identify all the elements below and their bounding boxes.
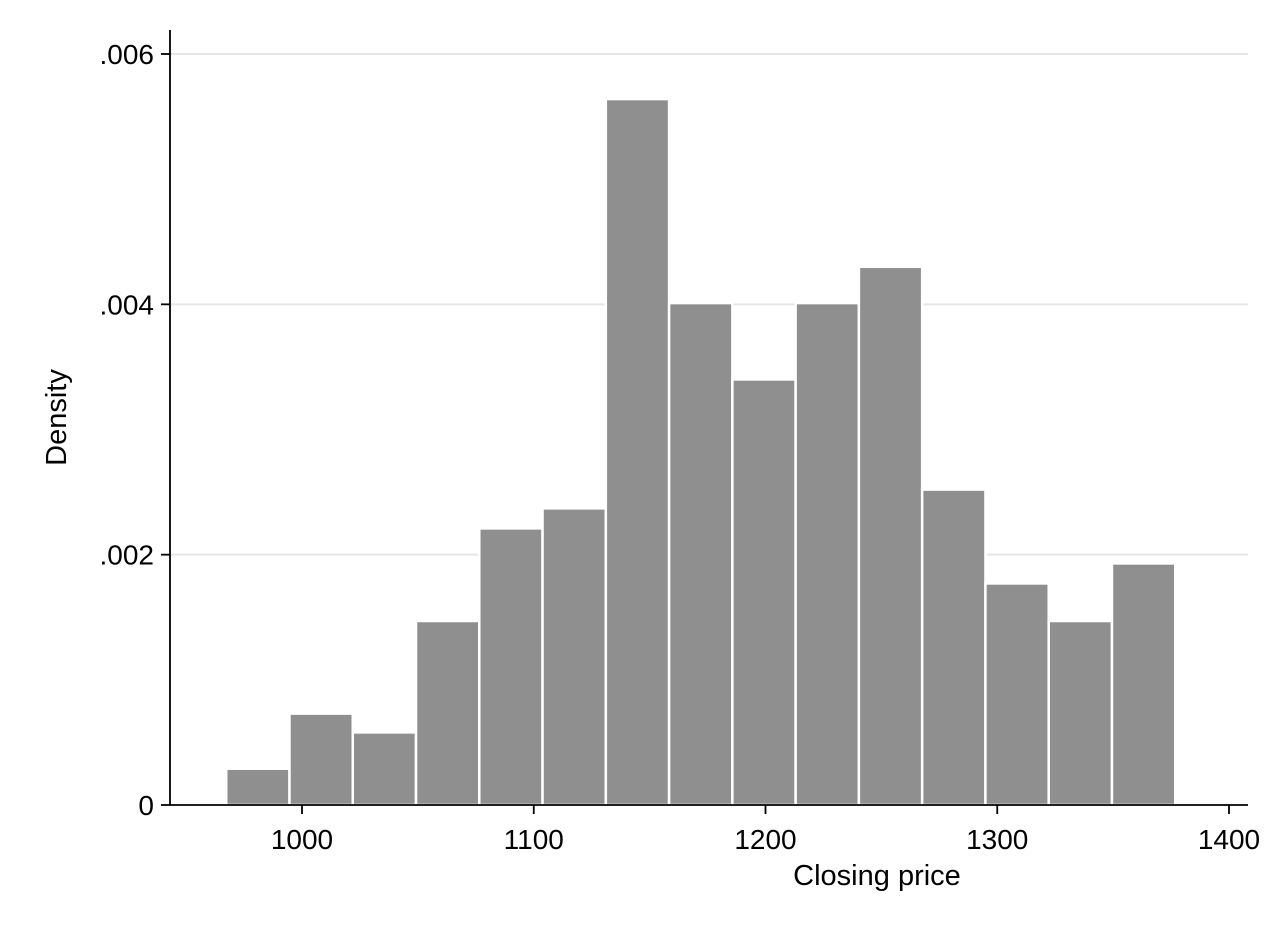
axes: 0 .002 .004 .006 1000 1100 1200 1300 1400 <box>100 30 1260 855</box>
histogram-bar-14 <box>1047 619 1114 807</box>
x-tick-label-3: 1300 <box>966 824 1028 855</box>
histogram-bar-13 <box>984 582 1050 807</box>
x-tick-label-0: 1000 <box>271 824 333 855</box>
histogram-bar-12 <box>920 488 987 807</box>
histogram-bar-8 <box>667 301 734 807</box>
y-tick-label-1: .002 <box>100 540 155 571</box>
histogram-bar-9 <box>731 378 797 807</box>
histogram-bar-2 <box>288 712 355 807</box>
x-axis-title: Closing price <box>793 860 961 892</box>
x-tick-label-2: 1200 <box>734 824 796 855</box>
histogram-bar-7 <box>604 97 671 807</box>
histogram-bars <box>224 97 1177 807</box>
histogram-bar-11 <box>857 265 924 807</box>
histogram-bar-5 <box>478 527 544 807</box>
y-tick-label-0: 0 <box>138 790 154 821</box>
histogram-bar-6 <box>541 507 608 807</box>
histogram-bar-1 <box>224 767 291 807</box>
y-axis-title: Density <box>41 369 73 466</box>
histogram-bar-4 <box>414 619 481 807</box>
y-tick-label-3: .006 <box>100 39 155 70</box>
y-tick-label-2: .004 <box>100 289 155 320</box>
x-tick-label-4: 1400 <box>1198 824 1260 855</box>
histogram-bar-3 <box>351 731 418 807</box>
histogram-bar-15 <box>1110 562 1177 807</box>
x-tick-label-1: 1100 <box>504 824 564 855</box>
histogram-bar-10 <box>794 301 861 807</box>
